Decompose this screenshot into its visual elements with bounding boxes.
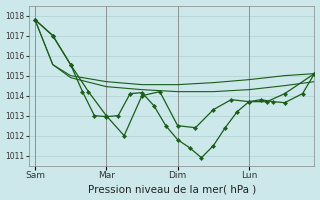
X-axis label: Pression niveau de la mer( hPa ): Pression niveau de la mer( hPa ) (88, 184, 256, 194)
